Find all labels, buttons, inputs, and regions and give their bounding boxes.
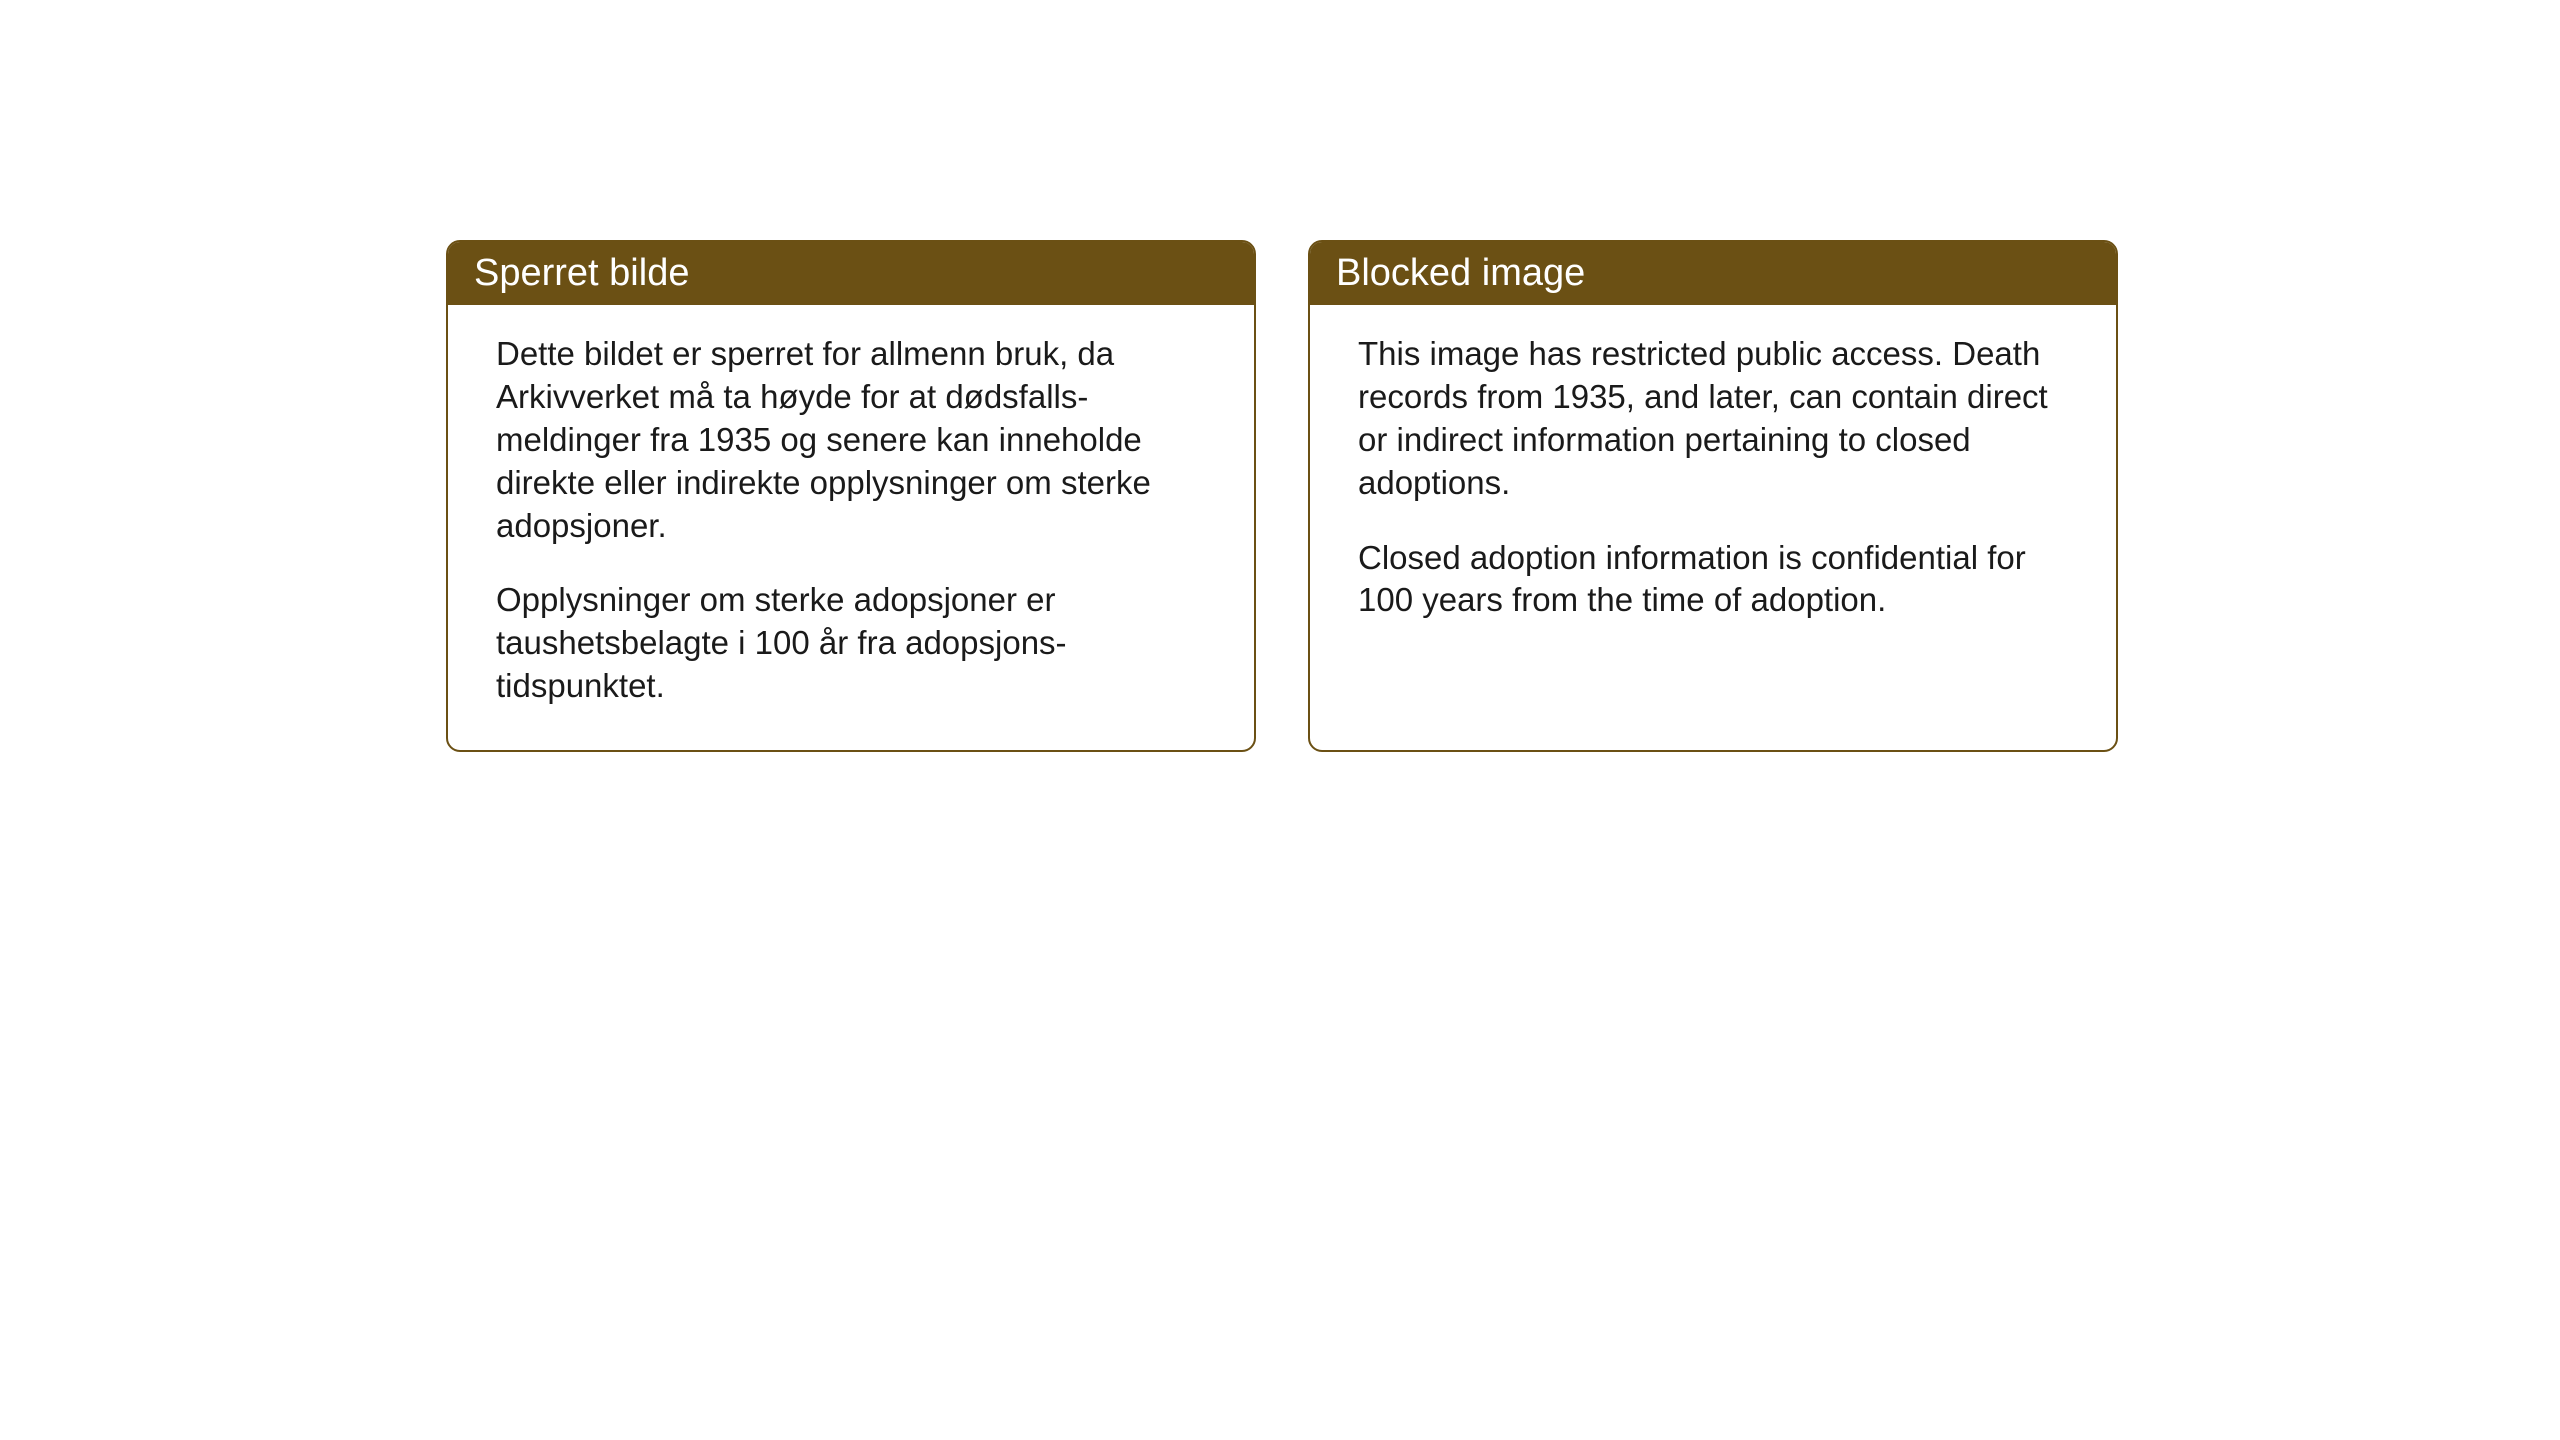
card-header-norwegian: Sperret bilde xyxy=(448,242,1254,305)
blocked-image-card-english: Blocked image This image has restricted … xyxy=(1308,240,2118,752)
card-body-english: This image has restricted public access.… xyxy=(1310,305,2116,658)
notice-paragraph-2-no: Opplysninger om sterke adopsjoner er tau… xyxy=(496,579,1206,708)
notice-paragraph-1-en: This image has restricted public access.… xyxy=(1358,333,2068,505)
notice-paragraph-2-en: Closed adoption information is confident… xyxy=(1358,537,2068,623)
card-body-norwegian: Dette bildet er sperret for allmenn bruk… xyxy=(448,305,1254,744)
notice-cards-container: Sperret bilde Dette bildet er sperret fo… xyxy=(446,240,2118,752)
notice-paragraph-1-no: Dette bildet er sperret for allmenn bruk… xyxy=(496,333,1206,547)
blocked-image-card-norwegian: Sperret bilde Dette bildet er sperret fo… xyxy=(446,240,1256,752)
card-header-english: Blocked image xyxy=(1310,242,2116,305)
